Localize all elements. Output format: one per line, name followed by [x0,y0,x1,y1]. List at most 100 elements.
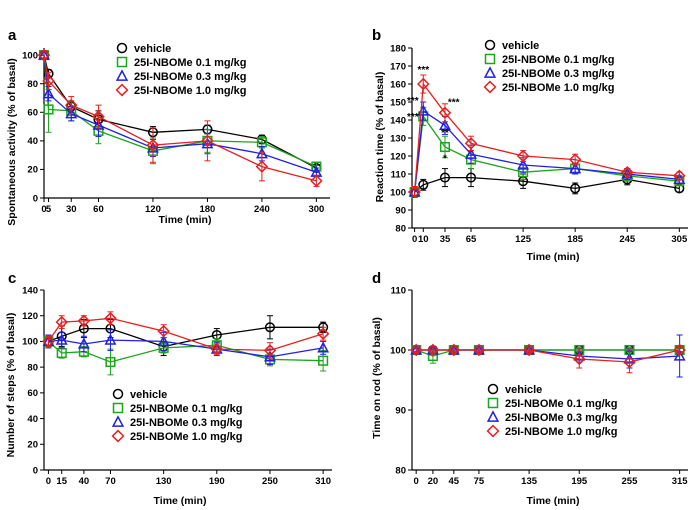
panel-d-x-tick-label: 0 [414,476,419,487]
panel-c-legend-label-dose-0-3: 25I-NBOMe 0.3 mg/kg [130,417,242,429]
panel-b-dose-1-0-point [516,149,530,163]
panel-c-x-tick-label: 190 [209,476,225,487]
panel-b-y-tick-label: 160 [390,79,406,90]
panel-b-dose-0-1-line [413,114,680,193]
panel-a-y-tick-label: 80 [27,79,38,90]
panel-a-y-tick-label: 20 [27,165,38,176]
panel-a-dose-1-0-point [255,160,269,173]
panel-c-legend-marker-vehicle [112,388,124,400]
panel-c-y-tick-label: 0 [33,465,38,476]
panel-a-x-tick-label: 5 [46,204,52,215]
panel-d-legend-label-vehicle: vehicle [505,384,542,396]
panel-d-dose-1-0-point [426,343,440,357]
panel-a-x-tick-label: 180 [199,204,215,215]
panel-c-x-tick-label: 70 [105,476,116,487]
panel-b-dose-1-0-point [408,185,421,199]
panel-d-y-tick-label: 90 [395,405,406,416]
panel-a-x-tick-label: 30 [66,204,77,215]
panel-b-dose-1-0-point [417,77,430,91]
panel-d-x-tick-label: 20 [428,476,439,487]
panel-d-x-title: Time (min) [527,495,580,507]
panel-b-x-tick-label: 125 [515,234,532,245]
panel-b-legend-label-dose-0-3: 25I-NBOMe 0.3 mg/kg [502,68,614,80]
panel-a-dose-1-0-line [43,54,317,182]
panel-d-legend-label-dose-1-0: 25I-NBOMe 1.0 mg/kg [505,426,617,438]
panel-d-series-dose-1-0 [409,343,686,374]
panel-b-dose-0-3-point [517,158,530,170]
panel-d-x-tick-label: 255 [622,476,639,487]
panel-c-dose-0-3-point [104,333,117,345]
panel-c-legend-label-dose-1-0: 25I-NBOMe 1.0 mg/kg [130,431,242,443]
panel-a-dose-1-0-point [201,134,214,148]
panel-b-legend-marker-dose-1-0 [483,80,497,94]
panel-c-dose-1-0-point [42,335,55,348]
panel-d-dose-1-0-point [447,343,461,357]
panel-c-legend: vehicle 25I-NBOMe 0.1 mg/kg 25I-NBOMe 0.3 … [111,388,242,443]
panel-c-legend-marker-dose-1-0 [111,429,125,443]
panel-c-dose-1-0-point [157,324,170,338]
panel-d-legend-label-dose-0-1: 25I-NBOMe 0.1 mg/kg [505,398,617,410]
panel-c-legend-label-dose-0-1: 25I-NBOMe 0.1 mg/kg [130,403,242,415]
panel-b-x-title: Time (min) [527,251,580,263]
panel-a-dose-0-3-point [42,87,55,99]
panel-a-x-tick-label: 60 [93,204,104,215]
panel-b-y-tick-label: 80 [395,223,406,234]
panel-b: b Time (min) Reaction time (% of basal) … [372,27,688,263]
panel-c-dose-0-3-point [55,333,68,345]
panel-d-series-dose-0-3 [410,334,686,378]
panel-c-dose-0-1-point [56,347,67,359]
panel-a-legend-label-dose-0-1: 25I-NBOMe 0.1 mg/kg [134,57,246,69]
panel-d-y-tick-label: 100 [390,345,406,356]
panel-b-x-tick-label: 185 [567,234,584,245]
panel-b-y-tick-label: 180 [390,43,406,54]
panel-d-dose-1-0-point [522,343,536,357]
panel-d-y-title: Time on rod (% of basal) [371,317,383,439]
panel-b-y-tick-label: 120 [390,151,406,162]
panel-b-vehicle-point [570,183,581,194]
panel-b-vehicle-point [465,172,477,183]
panel-a-dose-1-0-point [42,74,55,88]
panel-b-dose-1-0-point [620,165,634,179]
panel-b-dose-0-3-point [439,118,451,131]
panel-d-x-tick-label: 75 [474,476,485,487]
panel-b-legend-marker-dose-0-3 [483,66,497,78]
panel-d-dose-1-0-point [573,352,586,366]
panel-b-significance-label: *** [407,96,419,107]
panel-b-y-tick-label: 130 [390,133,406,144]
panel-d-dose-1-0-point [673,343,686,357]
panel-b-dose-0-3-point [569,162,582,174]
panel-a-dose-1-0-point [64,98,78,112]
panel-d-x-tick-label: 195 [571,476,588,487]
panel-d-legend-marker-vehicle [487,383,499,395]
panel-c-x-tick-label: 40 [79,476,90,487]
panel-c-x-tick-label: 0 [46,476,51,487]
panel-b-dose-1-0-point [464,137,478,150]
panel-c-dose-0-3-point [317,341,330,353]
panel-d-dose-0-3-point [673,349,686,361]
panel-c-dose-0-3-point [264,350,276,362]
panel-b-vehicle-point [439,172,451,183]
panel-c-x-title: Time (min) [154,495,207,507]
panel-a-y-title: Spontaneous activity (% of basal) [6,58,18,225]
panel-b-legend-marker-vehicle [484,39,496,51]
panel-b-significance-label: *** [417,65,429,76]
panel-a-legend-marker-dose-0-3 [115,69,129,81]
panel-d-letter: d [372,270,381,287]
panel-c-legend-label-vehicle: vehicle [130,389,167,401]
panel-a-dose-0-3-point [92,118,105,130]
panel-d-x-tick-label: 315 [672,476,689,487]
panel-a-dose-1-0-point [37,48,51,62]
panel-b-x-tick-label: 0 [412,234,417,245]
panel-a-dose-1-0-point [146,138,160,152]
panel-a-dose-1-0-point [310,174,323,188]
panel-d-legend: vehicle 25I-NBOMe 0.1 mg/kg 25I-NBOMe 0.3 … [486,383,617,438]
panel-c-x-tick-label: 15 [56,476,67,487]
panel-a-x-title: Time (min) [159,214,212,226]
panel-c: c Time (min) Number of steps (% of basal… [5,270,332,507]
panel-d-legend-marker-dose-0-3 [486,410,500,422]
panel-c-series-dose-1-0 [42,311,330,359]
panel-d-legend-marker-dose-1-0 [486,424,500,438]
panel-b-x-tick-label: 35 [440,234,451,245]
panel-b-dose-0-3-point [465,147,477,159]
